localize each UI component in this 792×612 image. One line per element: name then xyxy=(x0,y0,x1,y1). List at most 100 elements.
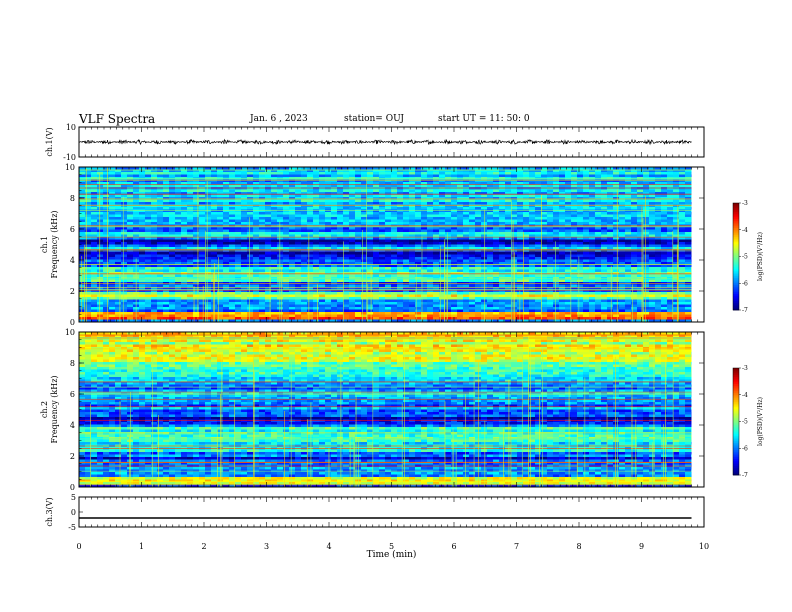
ch1-spectrogram-cell xyxy=(277,214,284,218)
ch1-spectrogram-cell xyxy=(685,269,692,273)
ch1-spectrogram-cell xyxy=(133,229,140,233)
ch1-spectrogram-cell xyxy=(397,272,404,275)
ch1-spectrogram-cell xyxy=(403,179,410,183)
ch1-spectrogram-cell xyxy=(661,214,668,218)
ch1-spectrogram-cell xyxy=(391,212,398,215)
ch1-spectrogram-cell xyxy=(373,227,380,230)
ch1-spectrogram-cell xyxy=(163,257,170,260)
ch1-spectrogram-cell xyxy=(565,219,572,223)
ch1-spectrogram-cell xyxy=(289,272,296,275)
ch1-spectrogram-cell xyxy=(367,192,374,195)
ch1-spectrogram-cell xyxy=(583,214,590,218)
ch1-spectrogram-cell xyxy=(637,247,644,250)
ch1-spectrogram-cell xyxy=(187,219,194,223)
ch1-spectrogram-cell xyxy=(307,252,314,255)
ch1-spectrogram-cell xyxy=(115,189,122,193)
ch1-spectrogram-cell xyxy=(625,199,632,203)
ch1-spectrogram-cell xyxy=(163,242,170,245)
ch1-spectrogram-cell xyxy=(643,227,650,230)
ch1-spectrogram-cell xyxy=(133,169,140,173)
ch1-spectrogram-cell xyxy=(685,264,692,268)
ch1-spectrogram-cell xyxy=(355,229,362,233)
ch1-spectrogram-cell xyxy=(463,239,470,243)
ch1-spectrogram-cell xyxy=(643,182,650,185)
ch1-spectrogram-cell xyxy=(283,227,290,230)
ch1-spectrogram-cell xyxy=(283,212,290,215)
ch1-spectrogram-cell xyxy=(457,254,464,258)
ch1-spectrogram-cell xyxy=(415,269,422,273)
ch1-spectrogram-cell xyxy=(343,239,350,243)
ch1-spectrogram-cell xyxy=(169,232,176,235)
ch1-spectrogram-cell xyxy=(469,247,476,250)
ch1-spectrogram-cell xyxy=(97,259,104,263)
ch1-spectrogram-cell xyxy=(457,182,464,185)
ch1-spectrogram-cell xyxy=(541,264,548,268)
ch1-spectrogram-cell xyxy=(391,209,398,213)
ch1-spectrogram-cell xyxy=(91,239,98,243)
ch1-spectrogram-cell xyxy=(673,254,680,258)
ch1-spectrogram-cell xyxy=(583,229,590,233)
ch1-spectrogram-cell xyxy=(607,247,614,250)
ch1-spectrogram-cell xyxy=(619,254,626,258)
ch1-spectrogram-cell xyxy=(241,234,248,238)
ch1-spectrogram-cell xyxy=(517,279,524,283)
ch1-spectrogram-cell xyxy=(97,219,104,223)
ch1-spectrogram-cell xyxy=(325,254,332,258)
ch1-spectrogram-cell xyxy=(613,237,620,240)
ch1-spectrogram-cell xyxy=(337,192,344,195)
ch1-spectrogram-cell xyxy=(685,252,692,255)
ch1-spectrogram-cell xyxy=(379,252,386,255)
ch1-spectrogram-cell xyxy=(433,212,440,215)
ch1-spectrogram-cell xyxy=(109,189,116,193)
ch1-spectrogram-cell xyxy=(331,252,338,255)
ch1-spectrogram-cell xyxy=(457,217,464,220)
ch1-spectrogram-cell xyxy=(103,192,110,195)
ch1-spectrogram-cell xyxy=(409,252,416,255)
ch1-spectrogram-cell xyxy=(673,274,680,278)
ch1-spectrogram-cell xyxy=(319,204,326,208)
ch1-spectrogram-cell xyxy=(523,229,530,233)
ch1-spectrogram-cell xyxy=(445,189,452,193)
ch1-spectrogram-cell xyxy=(91,237,98,240)
ch1-spectrogram-cell xyxy=(367,237,374,240)
ch1-spectrogram-cell xyxy=(175,202,182,205)
ch1-spectrogram-cell xyxy=(391,229,398,233)
ch1-spectrogram-cell xyxy=(169,244,176,248)
ch1-spectrogram-cell xyxy=(481,169,488,173)
ch1-spectrogram-cell xyxy=(631,244,638,248)
ch1-spectrogram-cell xyxy=(193,234,200,238)
ch1-spectrogram-cell xyxy=(613,174,620,178)
ch1-spectrogram-cell xyxy=(643,272,650,275)
ch1-spectrogram-cell xyxy=(643,212,650,215)
ch1-spectrogram-cell xyxy=(583,274,590,278)
ch1-spectrogram-cell xyxy=(145,167,152,170)
ch1-spectrogram-cell xyxy=(343,217,350,220)
ch1-spectrogram-cell xyxy=(493,174,500,178)
ch1-spectrogram-cell xyxy=(211,222,218,225)
ch1-spectrogram-cell xyxy=(403,192,410,195)
ch1-spectrogram-cell xyxy=(79,204,86,208)
ch1-spectrogram-cell xyxy=(601,227,608,230)
ch1-spectrogram-cell xyxy=(427,259,434,263)
ch1-spectrogram-cell xyxy=(391,264,398,268)
ch1-spectrogram-cell xyxy=(433,217,440,220)
ch1-spectrogram-cell xyxy=(409,209,416,213)
ch1-spectrogram-cell xyxy=(421,212,428,215)
ch1-spectrogram-cell xyxy=(289,197,296,200)
ch1-spectrogram-cell xyxy=(541,192,548,195)
ch1-spectrogram-cell xyxy=(655,197,662,200)
ch1-spectrogram-cell xyxy=(631,259,638,263)
ch1-spectrogram-cell xyxy=(589,244,596,248)
ch1-spectrogram-cell xyxy=(541,214,548,218)
ch1-spectrogram-cell xyxy=(355,169,362,173)
ch1-spectrogram-cell xyxy=(649,264,656,268)
ch1-spectrogram-cell xyxy=(535,169,542,173)
ch1-spectrogram-cell xyxy=(553,244,560,248)
ch1-spectrogram-cell xyxy=(595,234,602,238)
ch1-spectrogram-cell xyxy=(409,269,416,273)
ch1-spectrogram-cell xyxy=(319,214,326,218)
ch1-spectrogram-cell xyxy=(445,219,452,223)
ch1-spectrogram-cell xyxy=(439,237,446,240)
ch1-spectrogram-cell xyxy=(685,179,692,183)
ch1-spectrogram-cell xyxy=(655,239,662,243)
